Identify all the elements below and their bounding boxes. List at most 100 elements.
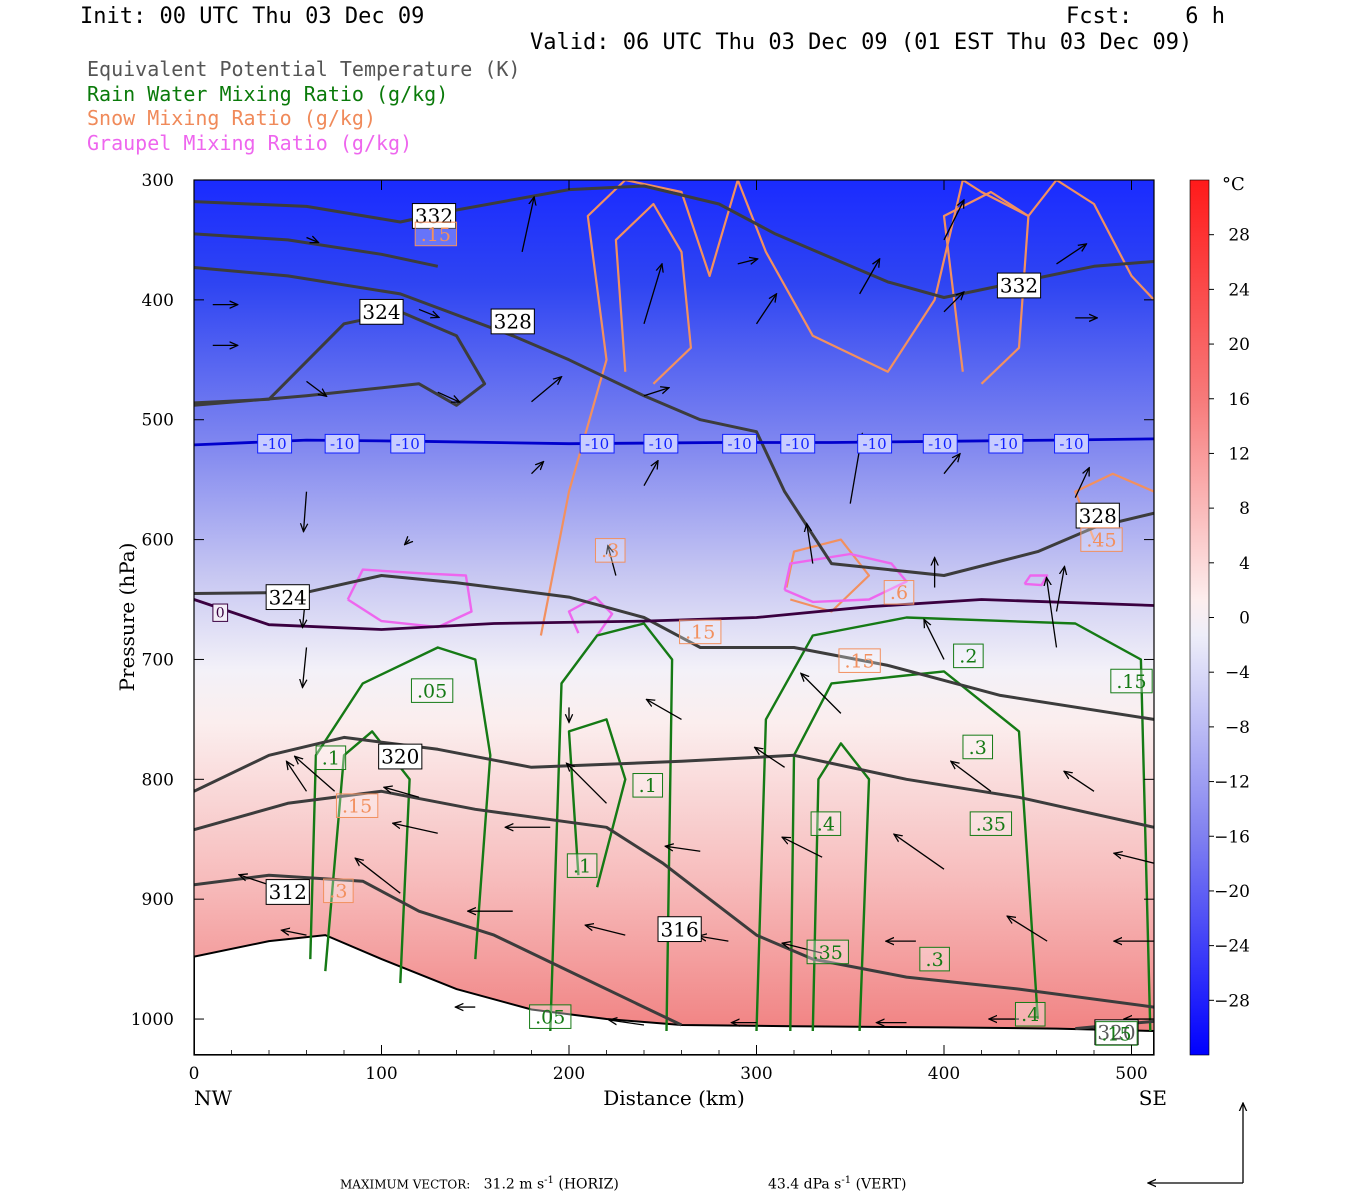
colorbar-tick-label: −8 [1225,718,1250,738]
terrain-surface [194,934,1154,1055]
theta-e-label-box [657,916,702,943]
isotherm-label: -10 [263,435,287,453]
theta-e-label: 320 [381,745,419,769]
rain-label: .3 [969,737,987,759]
graupel-contour [346,568,473,629]
rain-contour [811,742,871,1032]
isotherm-label: -10 [928,435,952,453]
snow-label-box [335,793,379,818]
theta-e-contour [194,266,1154,577]
wind-vector [304,491,307,532]
theta-e-label: 320 [1097,1020,1135,1044]
rain-label: .05 [417,680,447,702]
wind-vector [531,377,562,403]
rain-label-box [566,853,598,878]
theta-e-label-box [1094,1019,1139,1046]
colorbar-tick-label: 12 [1228,444,1250,464]
isotherm-label-box [257,433,293,454]
x-tick-label: 400 [928,1064,960,1084]
isotherm-label-box [988,433,1024,454]
colorbar-tick-label: 4 [1239,554,1250,574]
wind-vector [643,388,669,397]
reference-vector [1148,1103,1243,1183]
isotherm-label-box [324,433,360,454]
wind-vector [943,200,964,241]
x-tick-label: 200 [553,1064,585,1084]
y-tick-label: 400 [142,291,174,311]
rain-label: .15 [1101,1023,1131,1045]
rain-label-box [632,773,664,798]
theta-e-contour [194,310,487,407]
isotherm-label-box [1054,433,1089,454]
wind-vector [567,763,607,804]
temperature-shading [194,180,1154,1055]
isotherm-label: -10 [863,435,887,453]
snow-label: .3 [329,881,347,903]
rain-label: .35 [813,942,843,964]
wind-vector [801,673,842,714]
wind-vector [1055,567,1065,612]
legend-theta-e: Equivalent Potential Temperature (K) [87,57,521,81]
wind-vector [239,875,270,886]
theta-e-label-box [996,272,1042,299]
colorbar [1189,179,1210,1056]
wind-vector [924,619,945,660]
wind-vector [643,264,662,325]
wind-vector [384,787,420,798]
colorbar-tick-label: −24 [1214,937,1250,957]
freezing-label-box [212,603,229,622]
isotherm-label: -10 [585,435,609,453]
wind-vector [755,747,785,768]
wind-vector [609,1020,645,1026]
wind-vector [943,454,960,475]
snow-label: .3 [601,540,619,562]
rain-label: .35 [976,814,1006,836]
rain-label-box [806,939,849,965]
rain-label-box [315,745,347,771]
legend-graupel: Graupel Mixing Ratio (g/kg) [87,131,413,155]
colorbar-unit: °C [1222,174,1245,195]
wind-vector [782,837,823,858]
colorbar-tick-label: 28 [1228,226,1250,246]
colorbar-tick-label: −16 [1214,827,1250,847]
wind-vector [418,308,439,317]
freezing-label: 0 [216,606,225,622]
legend-snow: Snow Mixing Ratio (g/kg) [87,106,376,130]
wind-vector [405,540,410,545]
x-end-label-left: NW [194,1086,233,1110]
graupel-contour [783,552,908,604]
wind-vector [1074,468,1089,498]
x-tick-label: 300 [740,1064,772,1084]
rain-label: .4 [817,814,835,836]
y-tick-label: 300 [142,171,174,191]
colorbar-tick-label: −12 [1214,773,1250,793]
wind-vector [608,546,617,576]
theta-e-label: 324 [362,300,400,324]
rain-contour [789,670,1039,1032]
y-tick-label: 600 [142,531,174,551]
wind-vector [782,943,823,954]
x-tick-label: 500 [1115,1064,1147,1084]
isotherm-label-box [857,433,893,454]
legend-rain: Rain Water Mixing Ratio (g/kg) [87,82,449,106]
isotherm-label-box [922,433,958,454]
isotherm-label-box [780,433,816,454]
theta-e-label-box [265,584,310,611]
wind-vector [287,761,308,792]
x-axis-label: Distance (km) [603,1086,745,1110]
snow-label-box [594,538,626,563]
theta-e-contour [194,232,439,268]
rain-label: .15 [1116,671,1146,693]
max-vector-horiz: MAXIMUM VECTOR: 31.2 m s-1 (HORIZ) [340,1175,619,1193]
wind-vector [894,834,945,870]
rain-label-box [1014,1001,1046,1027]
wind-vector [282,930,307,935]
snow-label: .15 [845,650,875,672]
theta-e-label-box [411,203,457,229]
rain-label: .05 [535,1006,565,1028]
colorbar-tick-label: −20 [1214,882,1250,902]
wind-vector [1114,853,1154,864]
wind-vector [303,647,307,687]
colorbar-tick-label: 16 [1228,390,1250,410]
snow-contour [785,538,871,613]
